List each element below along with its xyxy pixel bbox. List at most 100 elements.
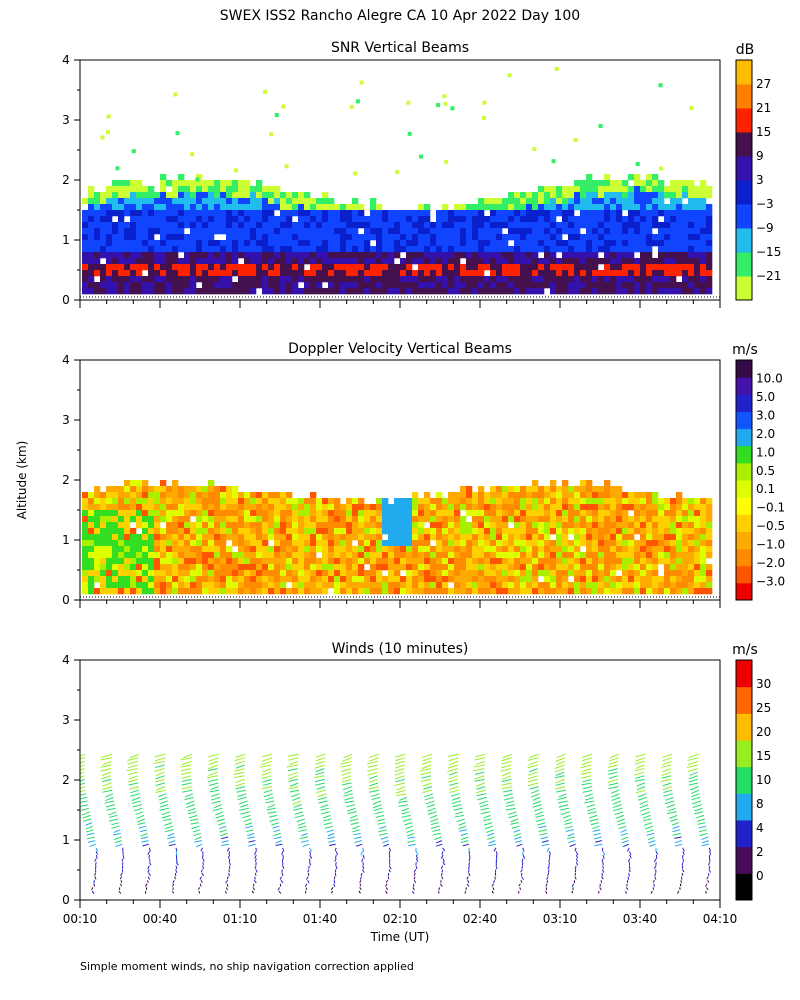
wind-barb xyxy=(538,825,547,829)
doppler-cell xyxy=(574,558,581,565)
wind-barb xyxy=(235,782,246,787)
wind-barb xyxy=(415,851,419,856)
doppler-cell xyxy=(700,546,707,553)
snr-cell xyxy=(112,192,119,199)
doppler-cell xyxy=(160,558,167,565)
doppler-cell xyxy=(394,558,401,565)
doppler-cell xyxy=(178,558,185,565)
doppler-cell xyxy=(238,522,245,529)
snr-cell xyxy=(376,222,383,229)
doppler-cell xyxy=(322,498,329,505)
snr-cell xyxy=(106,282,113,289)
wind-barb xyxy=(262,757,272,762)
doppler-cell xyxy=(166,498,173,505)
snr-cell xyxy=(184,186,191,193)
snr-cell xyxy=(232,270,239,277)
doppler-cell xyxy=(190,540,197,547)
snr-cell xyxy=(598,198,605,205)
wind-barb xyxy=(448,775,458,780)
doppler-cell xyxy=(346,498,353,505)
doppler-cell xyxy=(226,552,233,559)
doppler-cell xyxy=(646,588,653,595)
snr-cell xyxy=(154,210,161,217)
wind-barb xyxy=(154,778,165,783)
doppler-cell xyxy=(136,504,143,511)
doppler-cell xyxy=(418,504,425,511)
doppler-cell xyxy=(664,576,671,583)
x-tick-label: 00:10 xyxy=(63,912,98,926)
doppler-cell xyxy=(604,552,611,559)
snr-cell xyxy=(154,216,161,223)
wind-barb xyxy=(148,854,151,859)
snr-cell xyxy=(406,246,413,253)
snr-cell xyxy=(148,186,155,193)
wind-barb xyxy=(660,778,672,782)
wind-barb xyxy=(292,800,302,805)
snr-cell xyxy=(190,228,197,235)
snr-cell xyxy=(574,228,581,235)
snr-cell xyxy=(550,264,557,271)
wind-barb xyxy=(511,825,520,829)
x-tick-label: 00:40 xyxy=(143,912,178,926)
doppler-cell xyxy=(418,516,425,523)
snr-cell xyxy=(388,222,395,229)
y-tick-label: 3 xyxy=(62,413,70,427)
doppler-cell xyxy=(574,534,581,541)
doppler-cell xyxy=(592,576,599,583)
snr-cell xyxy=(262,270,269,277)
wind-profile xyxy=(260,753,285,894)
snr-cell xyxy=(700,222,707,229)
snr-cell xyxy=(604,282,611,289)
snr-cell xyxy=(604,198,611,205)
doppler-cell xyxy=(154,540,161,547)
doppler-cell xyxy=(430,510,437,517)
wind-barb xyxy=(281,858,284,863)
wind-barb xyxy=(80,771,85,775)
snr-cell xyxy=(436,252,443,259)
wind-barb xyxy=(429,814,438,819)
wind-barb xyxy=(635,764,645,769)
wind-barb xyxy=(548,862,551,866)
wind-profile xyxy=(527,753,551,894)
wind-barb xyxy=(442,861,446,866)
snr-cell xyxy=(484,240,491,247)
wind-barb xyxy=(370,793,380,798)
wind-barb xyxy=(427,811,437,816)
doppler-cell xyxy=(694,540,701,547)
doppler-cell xyxy=(208,480,215,487)
doppler-cell xyxy=(568,588,575,595)
doppler-cell xyxy=(298,522,305,529)
doppler-cell xyxy=(526,522,533,529)
snr-cell xyxy=(142,222,149,229)
wind-barb xyxy=(480,807,490,811)
snr-cell xyxy=(508,216,515,223)
doppler-cell xyxy=(604,480,611,487)
doppler-cell xyxy=(88,516,95,523)
wind-barb xyxy=(401,811,410,815)
doppler-cell xyxy=(382,582,389,589)
snr-cell xyxy=(232,198,239,205)
wind-barb xyxy=(701,843,710,847)
doppler-cell xyxy=(652,582,659,589)
snr-cell xyxy=(274,276,281,283)
doppler-cell xyxy=(268,492,275,499)
doppler-cell xyxy=(562,534,569,541)
doppler-cell xyxy=(496,522,503,529)
doppler-cell xyxy=(472,588,479,595)
snr-cell xyxy=(706,276,713,283)
snr-cell xyxy=(268,276,275,283)
snr-cell xyxy=(388,288,395,295)
wind-barb xyxy=(243,818,252,822)
wind-barb xyxy=(349,818,359,822)
snr-cell xyxy=(604,288,611,295)
snr-cell xyxy=(166,180,173,187)
doppler-cell xyxy=(688,576,695,583)
doppler-cell xyxy=(418,564,425,571)
snr-cell xyxy=(328,222,335,229)
doppler-cell xyxy=(508,546,515,553)
doppler-cell xyxy=(304,564,311,571)
doppler-cell xyxy=(670,516,677,523)
doppler-cell xyxy=(364,516,371,523)
doppler-cell xyxy=(622,552,629,559)
